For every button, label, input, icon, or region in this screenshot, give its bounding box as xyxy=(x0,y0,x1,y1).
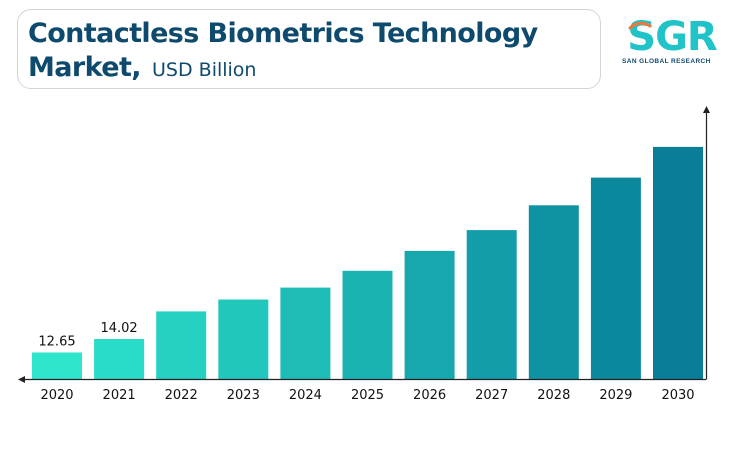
chart-title-market: Market, xyxy=(28,52,142,83)
x-tick-label: 2022 xyxy=(165,388,198,403)
x-tick-label: 2024 xyxy=(289,388,322,403)
labels-group: 2020 12.65 2021 14.02 2022 2023 2024 2025 2026 20… xyxy=(38,321,694,403)
bar-2024 xyxy=(280,287,331,379)
chart-title: Contactless Biometrics Technology xyxy=(28,18,538,49)
svg-text:SGR: SGR xyxy=(627,14,717,58)
x-axis-arrow xyxy=(18,376,25,383)
x-tick-label: 2028 xyxy=(537,388,570,403)
x-tick-label: 2026 xyxy=(413,388,446,403)
bars-group xyxy=(32,146,703,379)
logo-company-name: SAN GLOBAL RESEARCH xyxy=(622,58,711,65)
bar-2025 xyxy=(342,270,393,379)
bar-2022 xyxy=(156,311,207,379)
bar-2021 xyxy=(94,339,145,379)
x-tick-label: 2027 xyxy=(475,388,508,403)
x-tick-label: 2023 xyxy=(227,388,260,403)
x-tick-label: 2020 xyxy=(40,388,73,403)
title-box: Contactless Biometrics Technology Market… xyxy=(17,9,601,89)
bar-2023 xyxy=(218,299,269,379)
x-tick-label: 2021 xyxy=(103,388,136,403)
chart-title-line2: Market, USD Billion xyxy=(28,52,256,83)
bar-2028 xyxy=(528,205,579,379)
sgr-logo-mark: SGR xyxy=(627,14,718,60)
bar-2020 xyxy=(32,352,82,379)
bar-2030 xyxy=(653,146,703,379)
x-tick-label: 2025 xyxy=(351,388,384,403)
chart-unit-label: USD Billion xyxy=(152,59,257,81)
x-tick-label: 2029 xyxy=(599,388,632,403)
data-label-2020: 12.65 xyxy=(38,335,75,350)
x-tick-label: 2030 xyxy=(661,388,694,403)
axes-group xyxy=(18,106,710,383)
data-label-2021: 14.02 xyxy=(100,321,137,336)
bar-2027 xyxy=(466,230,517,379)
sgr-logo: SGR SAN GLOBAL RESEARCH xyxy=(622,10,722,70)
y-axis-arrow xyxy=(703,106,710,113)
bar-2026 xyxy=(404,250,455,379)
bar-2029 xyxy=(590,177,641,379)
